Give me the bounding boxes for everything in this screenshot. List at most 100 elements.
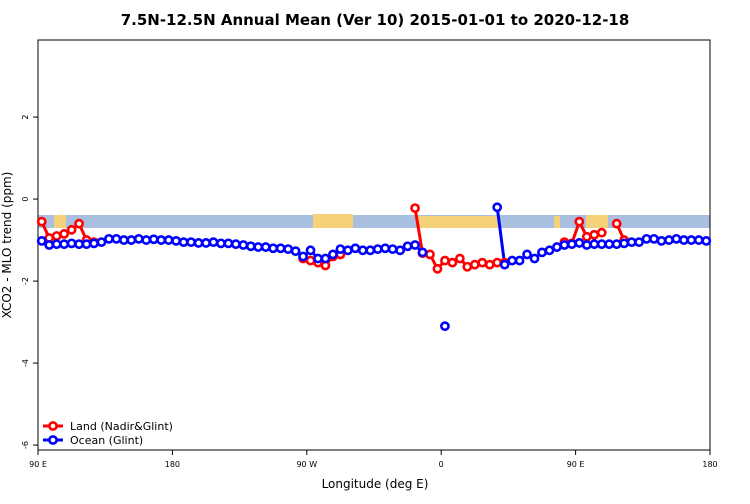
point xyxy=(238,240,249,250)
point xyxy=(245,241,256,252)
point xyxy=(305,255,316,266)
point xyxy=(484,259,495,270)
x-tick-label: 180 xyxy=(702,460,717,469)
point xyxy=(604,239,615,250)
land-band xyxy=(54,215,66,228)
point xyxy=(298,251,308,262)
point xyxy=(619,238,630,249)
point xyxy=(51,231,62,241)
x-tick-label: 90 E xyxy=(567,460,585,469)
point xyxy=(574,238,585,248)
point xyxy=(537,247,547,258)
point xyxy=(328,249,338,260)
point xyxy=(462,261,473,272)
point xyxy=(216,238,226,249)
point xyxy=(589,229,600,240)
point xyxy=(380,243,391,254)
point xyxy=(432,263,443,274)
point xyxy=(686,235,697,245)
point xyxy=(626,237,637,248)
point xyxy=(566,239,577,250)
x-tick-label: 90 W xyxy=(296,460,317,469)
y-tick-label: -4 xyxy=(21,359,30,367)
point xyxy=(581,231,592,242)
legend: Land (Nadir&Glint)Ocean (Glint) xyxy=(43,420,173,447)
point xyxy=(492,202,503,213)
point xyxy=(156,235,167,245)
point xyxy=(260,242,271,252)
point xyxy=(313,253,323,264)
point xyxy=(410,240,420,250)
point xyxy=(126,235,137,245)
surface-band xyxy=(38,214,710,228)
point xyxy=(186,237,196,248)
ocean-band xyxy=(38,215,710,228)
point xyxy=(335,244,346,254)
point xyxy=(664,235,674,245)
point xyxy=(118,235,129,245)
point xyxy=(104,233,114,244)
point xyxy=(66,238,77,249)
point xyxy=(469,259,480,270)
point xyxy=(417,247,428,258)
point xyxy=(223,238,234,249)
point xyxy=(544,245,555,256)
point xyxy=(522,249,532,260)
point xyxy=(253,242,264,252)
legend-marker xyxy=(48,435,58,445)
point xyxy=(193,238,204,248)
plot-frame xyxy=(37,39,711,451)
point xyxy=(141,235,152,245)
x-axis-label: Longitude (deg E) xyxy=(322,477,429,491)
point xyxy=(611,218,622,229)
point xyxy=(89,238,99,249)
point xyxy=(365,245,376,256)
x-tick-label: 90 E xyxy=(29,460,47,469)
point xyxy=(148,234,159,245)
y-tick-label: 0 xyxy=(21,197,30,202)
point xyxy=(447,257,458,268)
point xyxy=(178,237,189,248)
point xyxy=(507,255,518,266)
land-band xyxy=(586,215,608,228)
point xyxy=(477,257,488,268)
point xyxy=(74,218,84,229)
point xyxy=(581,240,592,250)
point xyxy=(133,233,144,244)
point xyxy=(402,241,413,252)
land-band xyxy=(554,216,560,228)
point xyxy=(634,237,644,248)
point xyxy=(230,239,241,250)
point xyxy=(611,239,622,250)
point xyxy=(559,240,570,250)
point xyxy=(596,239,607,250)
legend-label: Ocean (Glint) xyxy=(70,434,143,447)
point xyxy=(36,235,47,246)
point xyxy=(649,233,659,244)
point xyxy=(395,245,406,256)
point xyxy=(387,244,398,254)
point xyxy=(641,233,652,244)
legend-marker xyxy=(48,421,58,431)
point xyxy=(171,235,182,246)
point xyxy=(81,239,92,250)
point xyxy=(589,239,600,250)
point xyxy=(357,245,368,256)
point xyxy=(350,243,361,254)
point xyxy=(425,249,435,260)
legend-label: Land (Nadir&Glint) xyxy=(70,420,173,433)
chart-title: 7.5N-12.5N Annual Mean (Ver 10) 2015-01-… xyxy=(121,11,630,29)
point xyxy=(529,253,540,264)
point xyxy=(74,239,84,250)
point xyxy=(492,257,503,268)
point xyxy=(59,229,70,239)
point xyxy=(671,233,682,244)
point xyxy=(201,238,211,248)
point xyxy=(372,244,383,254)
y-tick-label: 2 xyxy=(21,115,30,120)
point xyxy=(320,253,331,264)
point xyxy=(96,237,107,248)
y-axis-label: XCO2 - MLO trend (ppm) xyxy=(0,172,14,319)
point xyxy=(440,321,450,332)
